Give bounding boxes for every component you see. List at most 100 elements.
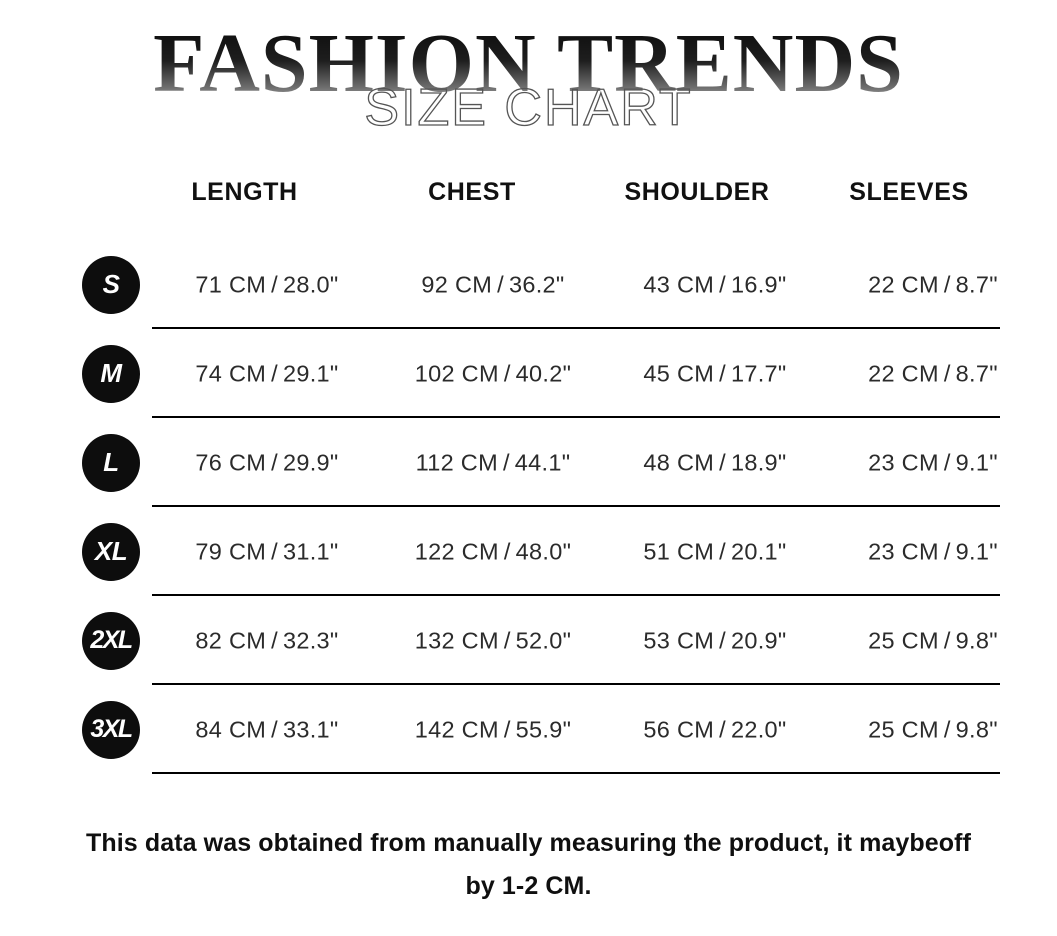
value-in: 20.9" — [730, 627, 787, 653]
value-cm: 23 CM — [868, 538, 939, 564]
value-cm: 45 CM — [643, 360, 715, 386]
unit-separator: / — [503, 716, 511, 742]
size-badge: 2XL — [82, 611, 140, 670]
value-in: 9.8" — [955, 716, 998, 742]
value-cm: 132 CM — [414, 627, 499, 653]
cell-sleeves: 25 CM/9.8" — [826, 627, 1040, 654]
unit-separator: / — [503, 538, 511, 564]
cell-shoulder: 53 CM/20.9" — [604, 627, 826, 654]
value-cm: 76 CM — [195, 449, 267, 475]
cell-length: 82 CM/32.3" — [152, 627, 382, 654]
row-divider — [152, 594, 1000, 596]
column-header-shoulder: SHOULDER — [624, 178, 770, 206]
cell-shoulder: 45 CM/17.7" — [604, 360, 826, 387]
table-row: S 71 CM/28.0" 92 CM/36.2" 43 CM/16.9" 22… — [0, 240, 1057, 329]
value-cm: 23 CM — [868, 449, 939, 475]
size-badge: L — [82, 433, 140, 492]
value-in: 8.7" — [955, 271, 998, 297]
disclaimer-line-1: This data was obtained from manually mea… — [85, 829, 972, 857]
cell-length: 74 CM/29.1" — [152, 360, 382, 387]
value-in: 28.0" — [282, 271, 339, 297]
value-cm: 25 CM — [868, 716, 939, 742]
cell-chest: 102 CM/40.2" — [382, 360, 604, 387]
unit-separator: / — [502, 449, 510, 475]
disclaimer-line-2: by 1-2 CM. — [465, 872, 592, 900]
disclaimer-note: This data was obtained from manually mea… — [0, 822, 1057, 908]
unit-separator: / — [719, 627, 726, 653]
value-in: 36.2" — [508, 271, 565, 297]
value-cm: 142 CM — [414, 716, 499, 742]
unit-separator: / — [943, 716, 951, 742]
title-block: FASHION TRENDS SIZE CHART — [0, 0, 1057, 160]
table-row: 3XL 84 CM/33.1" 142 CM/55.9" 56 CM/22.0"… — [0, 685, 1057, 774]
cell-chest: 122 CM/48.0" — [382, 538, 604, 565]
value-in: 17.7" — [730, 360, 787, 386]
row-divider — [152, 683, 1000, 685]
size-chart-table: LENGTH CHEST SHOULDER SLEEVES S 71 CM/28… — [0, 178, 1057, 774]
value-in: 29.1" — [282, 360, 339, 386]
value-in: 32.3" — [282, 627, 339, 653]
cell-sleeves: 23 CM/9.1" — [826, 449, 1040, 476]
size-badge: M — [82, 344, 140, 403]
unit-separator: / — [943, 627, 951, 653]
value-in: 20.1" — [730, 538, 787, 564]
unit-separator: / — [719, 716, 726, 742]
column-header-length: LENGTH — [191, 178, 298, 206]
cell-chest: 142 CM/55.9" — [382, 716, 604, 743]
unit-separator: / — [271, 538, 278, 564]
cell-length: 84 CM/33.1" — [152, 716, 382, 743]
cell-chest: 92 CM/36.2" — [382, 271, 604, 298]
cell-sleeves: 23 CM/9.1" — [826, 538, 1040, 565]
unit-separator: / — [503, 360, 511, 386]
cell-length: 76 CM/29.9" — [152, 449, 382, 476]
value-in: 52.0" — [515, 627, 572, 653]
table-row: L 76 CM/29.9" 112 CM/44.1" 48 CM/18.9" 2… — [0, 418, 1057, 507]
unit-separator: / — [719, 271, 726, 297]
unit-separator: / — [271, 271, 278, 297]
column-header-chest: CHEST — [428, 178, 516, 206]
cell-length: 79 CM/31.1" — [152, 538, 382, 565]
value-in: 8.7" — [955, 360, 998, 386]
value-cm: 79 CM — [195, 538, 267, 564]
value-cm: 74 CM — [195, 360, 267, 386]
cell-chest: 132 CM/52.0" — [382, 627, 604, 654]
value-cm: 56 CM — [643, 716, 715, 742]
table-row: XL 79 CM/31.1" 122 CM/48.0" 51 CM/20.1" … — [0, 507, 1057, 596]
value-in: 18.9" — [730, 449, 787, 475]
unit-separator: / — [943, 449, 951, 475]
value-cm: 22 CM — [868, 271, 939, 297]
value-in: 33.1" — [282, 716, 339, 742]
row-divider — [152, 416, 1000, 418]
row-divider — [152, 505, 1000, 507]
value-cm: 84 CM — [195, 716, 267, 742]
unit-separator: / — [943, 271, 951, 297]
size-badge: XL — [82, 522, 140, 581]
table-row: M 74 CM/29.1" 102 CM/40.2" 45 CM/17.7" 2… — [0, 329, 1057, 418]
unit-separator: / — [719, 360, 726, 386]
value-in: 29.9" — [282, 449, 339, 475]
value-in: 44.1" — [514, 449, 571, 475]
unit-separator: / — [943, 360, 951, 386]
table-header-row: LENGTH CHEST SHOULDER SLEEVES — [0, 178, 1057, 240]
value-in: 55.9" — [515, 716, 572, 742]
table-body: S 71 CM/28.0" 92 CM/36.2" 43 CM/16.9" 22… — [0, 240, 1057, 774]
row-divider — [152, 327, 1000, 329]
value-cm: 25 CM — [868, 627, 939, 653]
value-in: 9.1" — [955, 538, 998, 564]
value-in: 48.0" — [515, 538, 572, 564]
value-cm: 102 CM — [414, 360, 499, 386]
value-cm: 43 CM — [643, 271, 715, 297]
cell-chest: 112 CM/44.1" — [382, 449, 604, 476]
unit-separator: / — [497, 271, 504, 297]
value-cm: 82 CM — [195, 627, 267, 653]
value-cm: 122 CM — [414, 538, 499, 564]
size-badge: 3XL — [82, 700, 140, 759]
value-in: 22.0" — [730, 716, 787, 742]
cell-sleeves: 22 CM/8.7" — [826, 271, 1040, 298]
value-in: 9.8" — [955, 627, 998, 653]
page-subtitle: SIZE CHART — [364, 79, 693, 137]
cell-shoulder: 48 CM/18.9" — [604, 449, 826, 476]
value-cm: 71 CM — [195, 271, 267, 297]
page-title: FASHION TRENDS — [0, 22, 1057, 106]
